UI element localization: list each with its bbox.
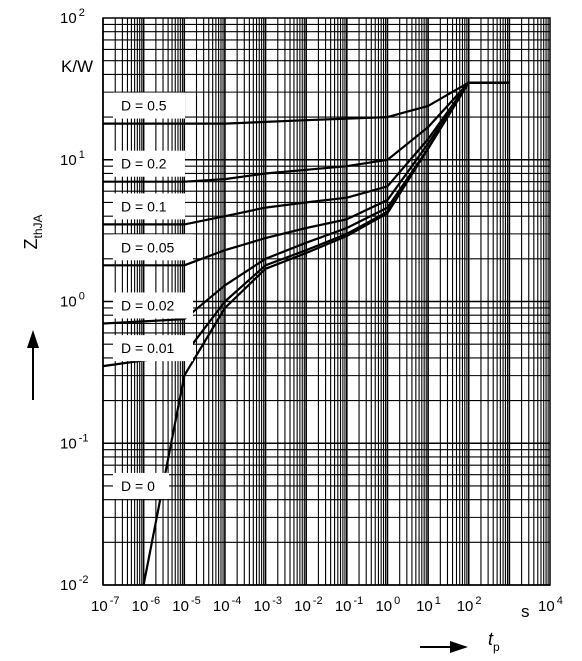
svg-text:ZthJA: ZthJA: [21, 214, 45, 249]
y-unit-label: K/W: [61, 57, 93, 76]
y-tick-label: 10 -1: [60, 432, 88, 452]
y-tick-label: 10 1: [60, 149, 85, 169]
y-axis-title-main: Z: [21, 239, 41, 250]
x-axis-title-main: t: [488, 629, 494, 649]
x-tick-label: 10 -1: [335, 595, 363, 615]
series-line-1: [103, 81, 510, 183]
y-tick-label: 10 -2: [60, 574, 88, 594]
x-axis-tick-labels: 10 -7 10 -6 10 -5 10 -4 10 -3 10 -2 10 -1 10 0 10 1 10 2 10 4: [91, 595, 563, 615]
series-label-box: [113, 335, 193, 362]
series-line-3: [103, 81, 510, 267]
plot-border: [102, 17, 551, 586]
x-axis-title-sub: p: [493, 640, 500, 654]
x-tick-label: 10 -5: [172, 595, 200, 615]
series-label: D = 0.1: [121, 198, 167, 214]
y-axis-arrow: [27, 330, 39, 400]
series-label: D = 0.2: [121, 156, 167, 172]
x-tick-label: 10 -4: [213, 595, 241, 615]
x-tick-label: 10 1: [416, 595, 441, 615]
series-label-box: [113, 193, 185, 220]
series-label-box: [113, 472, 169, 499]
x-tick-label: 10 4: [538, 595, 563, 615]
x-tick-label: 10 -7: [91, 595, 119, 615]
series-label-box: [113, 292, 193, 319]
x-tick-label: 10 2: [457, 595, 482, 615]
series-labels: D = 0.5 D = 0.2 D = 0.1 D = 0.05 D = 0.02 D =…: [113, 92, 193, 499]
series-label: D = 0: [121, 478, 155, 494]
y-tick-label: 10 0: [60, 291, 85, 311]
y-axis-title: ZthJA: [21, 214, 45, 249]
y-axis-title-sub: thJA: [31, 214, 45, 238]
series-label-box: [113, 234, 193, 261]
series-line-2: [103, 81, 510, 226]
x-axis-arrow: [420, 641, 468, 653]
x-tick-label: 10 0: [375, 595, 400, 615]
x-tick-label: 10 -6: [132, 595, 160, 615]
series-curves: [102, 81, 510, 586]
series-label: D = 0.01: [121, 340, 175, 356]
x-tick-label: 10 -2: [294, 595, 322, 615]
series-line-6: [142, 81, 510, 586]
series-line-0: [103, 81, 510, 125]
series-label-box: [113, 92, 185, 119]
x-axis-title: tp: [488, 629, 500, 654]
series-label: D = 0.02: [121, 297, 175, 313]
series-label: D = 0.05: [121, 239, 175, 255]
y-tick-label: 10 2: [60, 7, 85, 27]
x-tick-label: 10 -3: [254, 595, 282, 615]
series-label: D = 0.5: [121, 98, 167, 114]
x-unit-label: s: [521, 602, 530, 621]
series-label-box: [113, 150, 185, 177]
plot-area: D = 0.5 D = 0.2 D = 0.1 D = 0.05 D = 0.02 D =…: [102, 17, 551, 586]
